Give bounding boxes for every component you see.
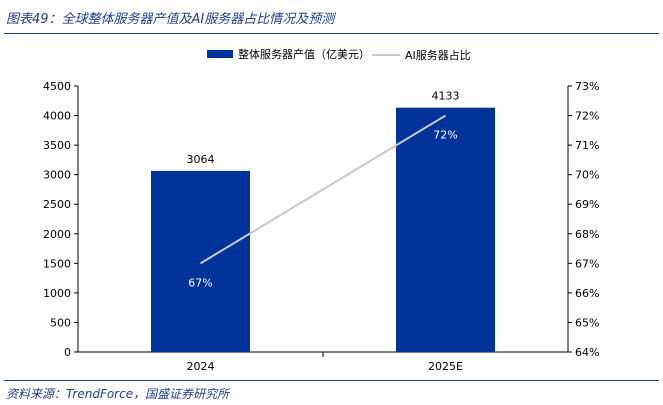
y-left-tick-label: 2500 [43, 198, 71, 211]
y-left-tick-label: 1500 [43, 257, 71, 270]
y-right-tick-label: 66% [575, 287, 599, 300]
y-right-tick-label: 69% [575, 198, 599, 211]
y-right-tick-label: 70% [575, 169, 599, 182]
y-right-tick-label: 65% [575, 316, 599, 329]
y-left-tick-label: 4500 [43, 80, 71, 93]
line-value-label: 67% [188, 276, 212, 289]
y-right-tick-label: 64% [575, 346, 599, 359]
y-right-tick-label: 73% [575, 80, 599, 93]
y-left-tick-label: 3000 [43, 169, 71, 182]
bar [151, 170, 250, 352]
bar [396, 107, 495, 352]
legend-bar-label: 整体服务器产值（亿美元） [238, 47, 370, 61]
y-left-tick-label: 0 [64, 346, 71, 359]
bar-value-label: 4133 [432, 90, 460, 103]
bars [151, 107, 495, 352]
legend: 整体服务器产值（亿美元） AI服务器占比 [207, 47, 471, 62]
y-left-tick-label: 500 [50, 316, 71, 329]
x-tick-label: 2024 [187, 360, 215, 373]
source-rule [4, 380, 659, 381]
title-rule [4, 33, 659, 34]
figure-title: 图表49：全球整体服务器产值及AI服务器占比情况及预测 [6, 12, 335, 27]
x-tick-label: 2025E [428, 360, 463, 373]
figure-source: 资料来源：TrendForce，国盛证券研究所 [6, 387, 230, 401]
y-left-tick-label: 3500 [43, 139, 71, 152]
y-left-tick-label: 1000 [43, 287, 71, 300]
y-right-tick-label: 67% [575, 257, 599, 270]
line-value-label: 72% [433, 129, 457, 142]
data-labels: 3064 4133 67% 72% [187, 90, 460, 290]
y-right-tick-label: 72% [575, 110, 599, 123]
legend-bar-swatch [207, 50, 233, 58]
y-right-tick-label: 68% [575, 228, 599, 241]
legend-line-label: AI服务器占比 [405, 48, 471, 62]
bar-value-label: 3064 [187, 153, 215, 166]
y-left-tick-label: 4000 [43, 110, 71, 123]
axes: 0 500 1000 1500 2000 2500 3000 3500 4000 4500 64% 6… [43, 80, 599, 373]
ai-share-line [199, 114, 447, 265]
line-series [199, 114, 447, 265]
y-right-tick-label: 71% [575, 139, 599, 152]
y-left-tick-label: 2000 [43, 228, 71, 241]
